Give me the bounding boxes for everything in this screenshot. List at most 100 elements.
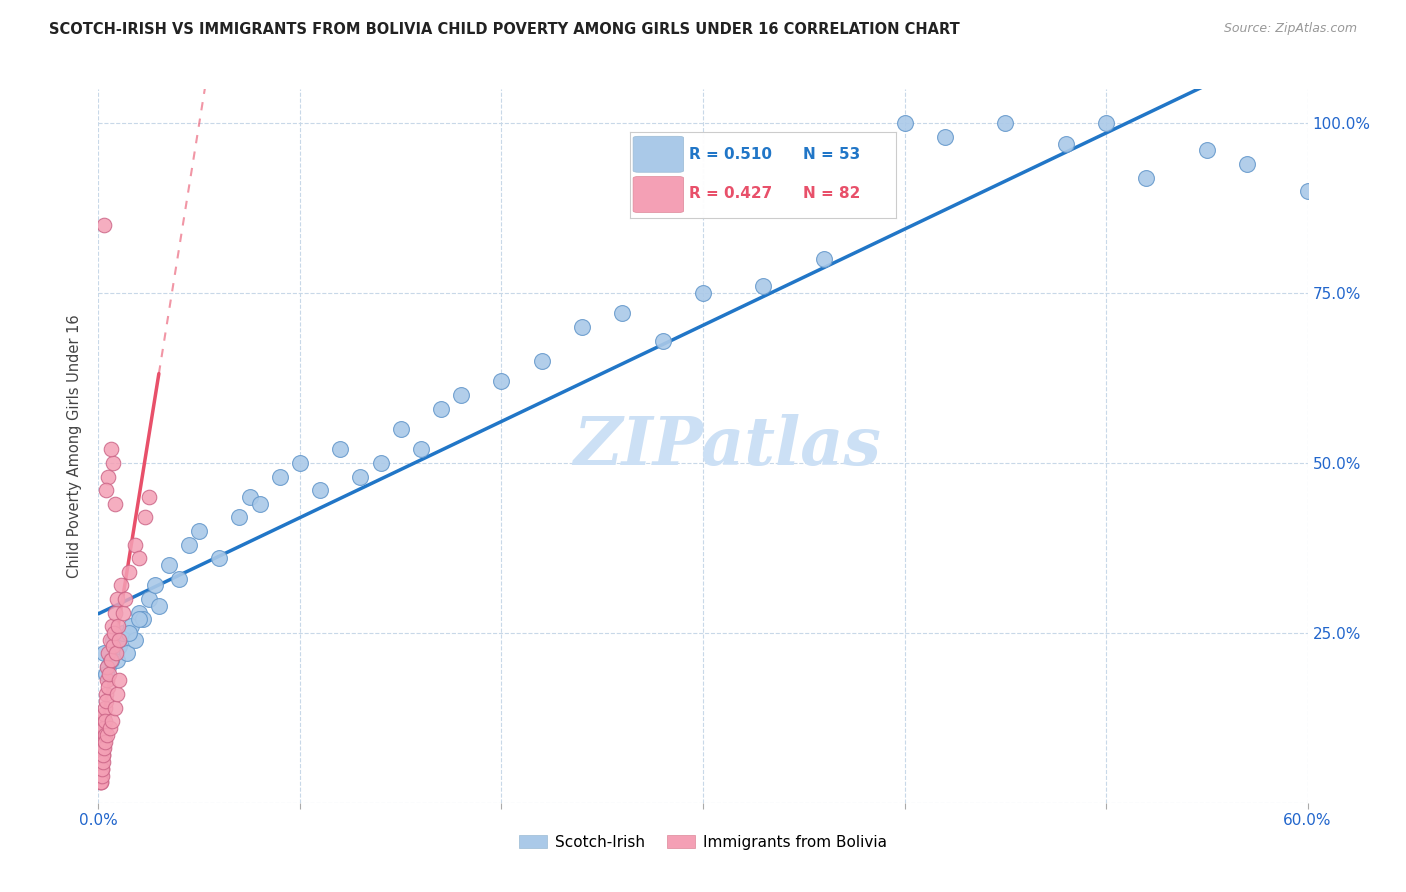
Point [100, 619, 122, 633]
Text: N = 82: N = 82 [803, 186, 860, 202]
Point [111, 626, 134, 640]
Point [97, 660, 120, 674]
Point [94, 728, 117, 742]
Point [143, 578, 166, 592]
Point [1195, 144, 1218, 158]
Point [105, 687, 128, 701]
Point [103, 700, 125, 714]
Point [118, 626, 141, 640]
Point [228, 510, 250, 524]
Point [98, 632, 121, 647]
Point [98, 721, 121, 735]
Text: R = 0.427: R = 0.427 [689, 186, 772, 202]
Point [89, 748, 111, 763]
Point [89, 734, 111, 748]
Point [329, 442, 352, 457]
Point [893, 116, 915, 130]
Point [349, 469, 371, 483]
Point [101, 640, 124, 654]
Point [132, 612, 155, 626]
Point [94, 700, 117, 714]
Point [90, 769, 112, 783]
Point [1054, 136, 1077, 151]
Point [91, 714, 114, 729]
Point [115, 646, 138, 660]
Point [89, 741, 111, 756]
Point [90, 762, 112, 776]
FancyBboxPatch shape [633, 177, 683, 212]
Point [96, 673, 118, 688]
Point [89, 769, 111, 783]
Point [100, 714, 122, 729]
Text: SCOTCH-IRISH VS IMMIGRANTS FROM BOLIVIA CHILD POVERTY AMONG GIRLS UNDER 16 CORRE: SCOTCH-IRISH VS IMMIGRANTS FROM BOLIVIA … [49, 22, 960, 37]
Point [93, 734, 115, 748]
Point [89, 769, 111, 783]
Point [103, 626, 125, 640]
Point [934, 129, 956, 144]
Point [430, 401, 453, 416]
Point [90, 741, 112, 756]
Text: N = 53: N = 53 [803, 147, 860, 161]
Point [96, 660, 118, 674]
Point [96, 694, 118, 708]
Point [100, 653, 122, 667]
Point [90, 775, 112, 789]
Point [1135, 170, 1157, 185]
Point [90, 762, 112, 776]
Point [97, 469, 120, 483]
Point [90, 762, 112, 776]
Point [179, 537, 201, 551]
Point [752, 279, 775, 293]
Point [612, 306, 634, 320]
Point [90, 755, 112, 769]
Point [94, 714, 117, 729]
Point [1095, 116, 1118, 130]
Point [97, 680, 120, 694]
Point [138, 591, 160, 606]
Point [93, 748, 115, 763]
Point [111, 606, 134, 620]
Point [96, 483, 118, 498]
Point [91, 734, 114, 748]
Point [96, 666, 118, 681]
Point [97, 666, 120, 681]
Point [107, 632, 129, 647]
Point [134, 510, 156, 524]
Point [370, 456, 392, 470]
Point [208, 551, 231, 566]
Point [90, 769, 112, 783]
Point [91, 741, 114, 756]
Point [97, 646, 120, 660]
Point [239, 490, 262, 504]
Point [89, 762, 111, 776]
Point [309, 483, 332, 498]
Point [813, 252, 835, 266]
Point [530, 354, 553, 368]
Point [91, 755, 114, 769]
Point [114, 591, 136, 606]
Point [120, 619, 142, 633]
Point [110, 578, 132, 592]
Point [90, 775, 112, 789]
Point [450, 388, 472, 402]
Point [105, 591, 128, 606]
Point [107, 640, 129, 654]
Point [87, 762, 110, 776]
Point [124, 537, 146, 551]
Point [90, 762, 112, 776]
Point [409, 442, 432, 457]
Text: Source: ZipAtlas.com: Source: ZipAtlas.com [1223, 22, 1357, 36]
Point [90, 755, 112, 769]
Point [128, 551, 150, 566]
Point [96, 728, 118, 742]
Point [571, 320, 593, 334]
Point [89, 769, 111, 783]
Point [157, 558, 180, 572]
Point [124, 632, 146, 647]
Point [93, 218, 115, 232]
Point [101, 632, 124, 647]
Point [107, 619, 129, 633]
Point [91, 755, 114, 769]
Point [148, 599, 170, 613]
Text: R = 0.510: R = 0.510 [689, 147, 772, 161]
